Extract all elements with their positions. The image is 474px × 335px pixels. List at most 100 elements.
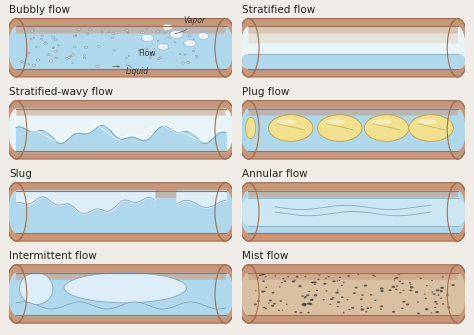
Ellipse shape xyxy=(435,311,439,313)
Ellipse shape xyxy=(55,51,57,52)
Ellipse shape xyxy=(307,312,310,314)
Ellipse shape xyxy=(28,64,30,65)
Ellipse shape xyxy=(163,47,164,48)
Ellipse shape xyxy=(347,275,350,277)
Ellipse shape xyxy=(72,62,73,64)
Ellipse shape xyxy=(409,282,411,283)
Ellipse shape xyxy=(45,42,46,43)
Ellipse shape xyxy=(380,287,383,290)
Ellipse shape xyxy=(198,33,209,40)
Text: Slug: Slug xyxy=(9,169,32,179)
Ellipse shape xyxy=(171,31,178,34)
Ellipse shape xyxy=(287,276,289,277)
Text: Liquid: Liquid xyxy=(112,66,148,76)
Ellipse shape xyxy=(264,308,267,310)
Ellipse shape xyxy=(440,287,444,289)
Ellipse shape xyxy=(174,42,176,43)
Ellipse shape xyxy=(99,46,100,47)
Ellipse shape xyxy=(346,299,348,300)
Ellipse shape xyxy=(84,46,88,49)
Ellipse shape xyxy=(150,54,153,55)
Ellipse shape xyxy=(89,29,91,30)
Ellipse shape xyxy=(101,31,102,32)
Ellipse shape xyxy=(332,280,336,282)
Ellipse shape xyxy=(158,31,159,32)
Ellipse shape xyxy=(214,18,237,77)
Ellipse shape xyxy=(9,273,24,315)
Ellipse shape xyxy=(370,307,372,309)
Ellipse shape xyxy=(141,31,144,34)
Ellipse shape xyxy=(343,313,345,314)
Ellipse shape xyxy=(409,115,454,141)
Ellipse shape xyxy=(339,277,341,278)
Ellipse shape xyxy=(341,285,343,286)
Ellipse shape xyxy=(160,57,161,58)
Ellipse shape xyxy=(323,283,327,285)
Ellipse shape xyxy=(401,283,404,284)
FancyBboxPatch shape xyxy=(248,273,458,280)
Text: Bubbly flow: Bubbly flow xyxy=(9,5,71,15)
Ellipse shape xyxy=(325,119,346,125)
Ellipse shape xyxy=(73,46,76,48)
Ellipse shape xyxy=(97,66,98,67)
Ellipse shape xyxy=(237,100,260,159)
Ellipse shape xyxy=(430,312,432,314)
Ellipse shape xyxy=(77,28,80,30)
Ellipse shape xyxy=(128,55,130,56)
FancyBboxPatch shape xyxy=(248,54,458,69)
Ellipse shape xyxy=(53,47,54,48)
Ellipse shape xyxy=(393,279,395,281)
Ellipse shape xyxy=(262,280,265,282)
Ellipse shape xyxy=(53,48,54,49)
Ellipse shape xyxy=(187,62,190,63)
Text: Annular flow: Annular flow xyxy=(242,169,307,179)
Ellipse shape xyxy=(271,305,274,307)
Ellipse shape xyxy=(158,44,169,50)
Ellipse shape xyxy=(308,303,311,305)
Ellipse shape xyxy=(263,273,266,275)
Ellipse shape xyxy=(65,58,68,59)
Ellipse shape xyxy=(47,54,50,56)
Ellipse shape xyxy=(164,32,166,34)
Text: Plug flow: Plug flow xyxy=(242,87,289,97)
Ellipse shape xyxy=(52,36,55,38)
Ellipse shape xyxy=(364,115,409,141)
Ellipse shape xyxy=(450,273,465,315)
FancyBboxPatch shape xyxy=(16,273,226,315)
Ellipse shape xyxy=(269,299,272,302)
Ellipse shape xyxy=(442,276,444,277)
Ellipse shape xyxy=(447,183,469,241)
FancyBboxPatch shape xyxy=(16,109,226,116)
Ellipse shape xyxy=(316,290,318,291)
Ellipse shape xyxy=(58,45,59,46)
Ellipse shape xyxy=(141,34,154,42)
Ellipse shape xyxy=(392,311,395,313)
Ellipse shape xyxy=(158,44,164,46)
Ellipse shape xyxy=(157,58,160,60)
Ellipse shape xyxy=(31,30,34,32)
Ellipse shape xyxy=(114,50,115,51)
Ellipse shape xyxy=(355,287,357,288)
Ellipse shape xyxy=(436,289,439,291)
Ellipse shape xyxy=(325,290,328,292)
Ellipse shape xyxy=(78,29,79,30)
Ellipse shape xyxy=(272,292,274,293)
Ellipse shape xyxy=(283,278,284,279)
Ellipse shape xyxy=(165,48,166,49)
FancyBboxPatch shape xyxy=(248,191,458,233)
Ellipse shape xyxy=(246,117,255,139)
Ellipse shape xyxy=(372,119,392,125)
Ellipse shape xyxy=(303,304,307,305)
FancyBboxPatch shape xyxy=(248,273,458,315)
Ellipse shape xyxy=(188,62,189,63)
Ellipse shape xyxy=(70,56,72,57)
Ellipse shape xyxy=(401,308,403,309)
Ellipse shape xyxy=(425,298,427,299)
Ellipse shape xyxy=(218,26,233,69)
Ellipse shape xyxy=(214,265,237,323)
FancyBboxPatch shape xyxy=(248,18,458,77)
Ellipse shape xyxy=(370,294,372,296)
Ellipse shape xyxy=(26,54,27,55)
Ellipse shape xyxy=(279,286,281,287)
Ellipse shape xyxy=(237,18,260,77)
